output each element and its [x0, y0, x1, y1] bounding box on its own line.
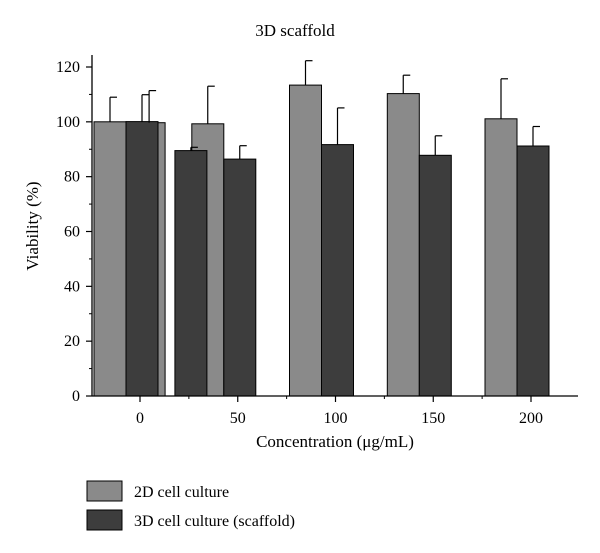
x-tick-label: 150: [421, 410, 445, 427]
legend: 2D cell culture 3D cell culture (scaffold…: [86, 480, 295, 531]
bar-3d-5: [516, 145, 550, 397]
bar-3d-1: [174, 150, 208, 397]
y-tick-label: 40: [64, 278, 80, 295]
chart-title: 3D scaffold: [255, 21, 335, 40]
bar-2d-3: [289, 84, 322, 397]
bars-layer: [93, 84, 550, 397]
bar-2d-5: [484, 118, 518, 397]
x-tick-label: 200: [519, 410, 543, 427]
x-tick-label: 0: [136, 410, 144, 427]
bar-3d-3: [321, 144, 354, 397]
x-tick-label: 100: [324, 410, 348, 427]
y-tick-label: 20: [64, 333, 80, 350]
y-tick-label: 120: [56, 59, 80, 76]
legend-label-2d: 2D cell culture: [134, 484, 229, 501]
y-axis-label: Viability (%): [23, 181, 42, 270]
legend-swatch-2d: [86, 480, 123, 502]
y-tick-label: 0: [72, 388, 80, 405]
x-ticks-layer: 0 50 100 150 200: [136, 396, 543, 427]
bar-2d-0: [93, 121, 127, 397]
bar-3d-0: [125, 121, 159, 397]
error-bars-layer: [109, 60, 540, 160]
legend-label-3d: 3D cell culture (scaffold): [134, 513, 295, 530]
x-tick-label: 50: [230, 410, 246, 427]
y-tick-label: 100: [56, 114, 80, 131]
bar-2d-4: [386, 93, 420, 397]
x-axis-label: Concentration (μg/mL): [256, 432, 414, 451]
bar-3d-2: [223, 158, 257, 397]
bar-3d-4: [418, 154, 452, 397]
y-ticks-layer: 0 20 40 60 80 100 120: [56, 59, 92, 405]
y-tick-label: 80: [64, 169, 80, 186]
y-tick-label: 60: [64, 224, 80, 241]
legend-swatch-3d: [86, 509, 123, 531]
